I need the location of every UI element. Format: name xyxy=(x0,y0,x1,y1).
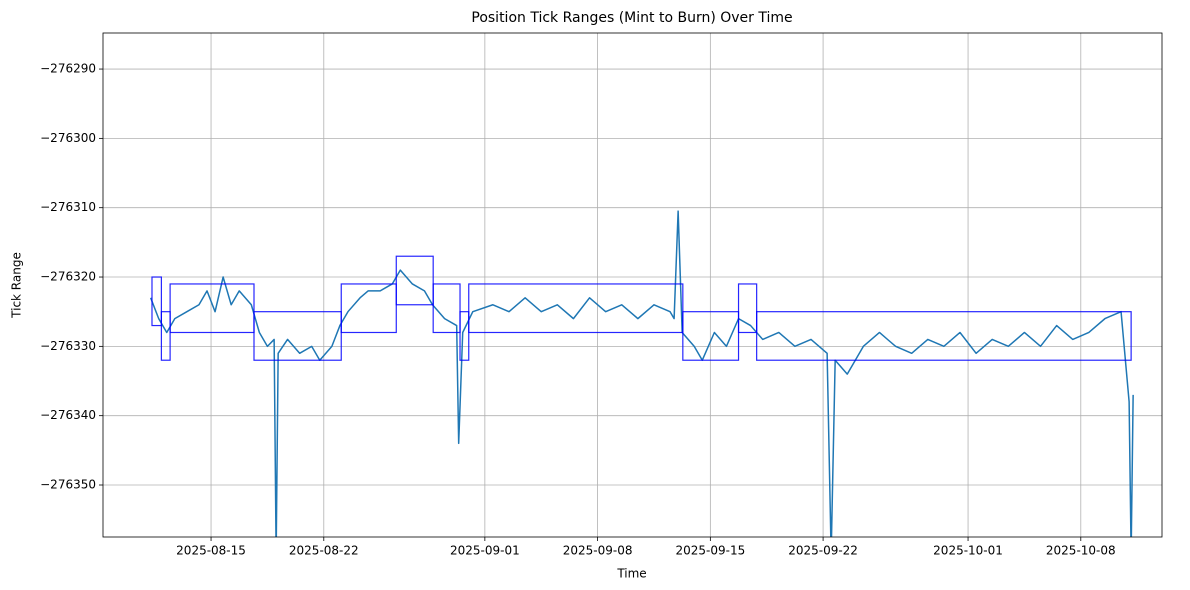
y-tick-label: −276310 xyxy=(40,200,96,214)
tick-range xyxy=(737,283,758,334)
x-tick-label: 2025-09-01 xyxy=(450,544,520,558)
tick-range xyxy=(169,283,255,334)
tick-range xyxy=(253,311,342,361)
y-tick-label: −276350 xyxy=(40,478,96,492)
axes-frame xyxy=(102,32,1163,538)
x-axis-label: Time xyxy=(616,567,646,581)
x-tick-label: 2025-08-15 xyxy=(176,544,246,558)
y-tick-label: −276330 xyxy=(40,339,96,353)
chart-title: Position Tick Ranges (Mint to Burn) Over… xyxy=(471,10,792,26)
tick-range xyxy=(459,311,470,361)
y-tick-label: −276340 xyxy=(40,408,96,422)
x-tick-label: 2025-10-08 xyxy=(1046,544,1116,558)
tick-range xyxy=(340,283,397,334)
tick-range xyxy=(160,311,171,361)
tick-range xyxy=(151,276,162,327)
y-tick-label: −276300 xyxy=(40,131,96,145)
tick-range xyxy=(395,255,434,306)
x-tick-label: 2025-08-22 xyxy=(289,544,359,558)
x-tick-label: 2025-09-08 xyxy=(563,544,633,558)
ticks: −276290 −276300 −276310 −276320 −276330 −2763… xyxy=(40,62,1116,558)
x-tick-label: 2025-10-01 xyxy=(933,544,1003,558)
tick-range xyxy=(468,283,684,334)
series-line xyxy=(149,210,1134,537)
plot-area xyxy=(149,210,1134,537)
x-tick-label: 2025-09-15 xyxy=(675,544,745,558)
y-axis-label: Tick Range xyxy=(10,252,24,319)
x-tick-label: 2025-09-22 xyxy=(788,544,858,558)
tick-range xyxy=(756,311,1132,361)
grid xyxy=(103,33,1162,537)
tick-range xyxy=(432,283,461,334)
tick-range xyxy=(682,311,740,361)
y-tick-label: −276320 xyxy=(40,270,96,284)
y-tick-label: −276290 xyxy=(40,62,96,76)
